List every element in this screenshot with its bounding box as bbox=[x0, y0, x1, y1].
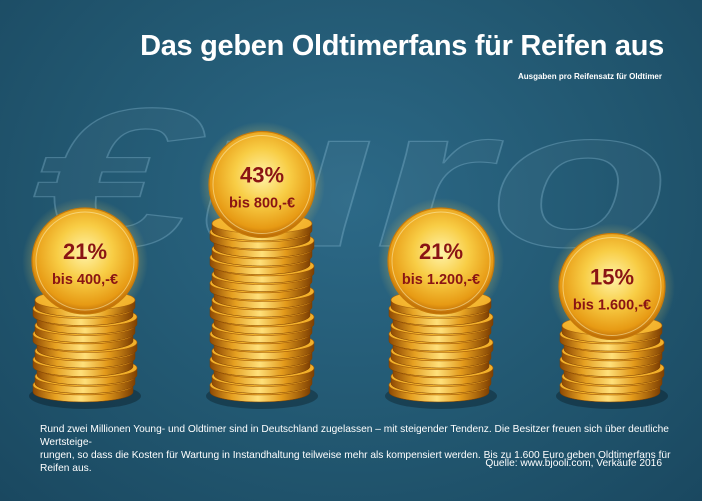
description-line-2: rungen, so dass die Kosten für Wartung i… bbox=[40, 450, 671, 474]
chart-subtitle: Ausgaben pro Reifensatz für Oldtimer bbox=[517, 72, 662, 81]
coin-value-label-2: 43% bbox=[240, 163, 284, 188]
coin-category-label-4: bis 1.600,-€ bbox=[573, 298, 651, 314]
coin-value-label-4: 15% bbox=[590, 265, 634, 290]
description-line-1: Rund zwei Millionen Young- und Oldtimer … bbox=[40, 424, 669, 448]
coin-category-label-3: bis 1.200,-€ bbox=[402, 272, 480, 288]
coin-stack-1: 21% bis 400,-€ bbox=[22, 198, 148, 409]
coin-value-label-1: 21% bbox=[63, 239, 107, 264]
source-note: Quelle: www.bjooli.com, Verkäufe 2016 bbox=[485, 458, 662, 469]
coin-category-label-2: bis 800,-€ bbox=[229, 196, 295, 212]
description-text: Rund zwei Millionen Young- und Oldtimer … bbox=[40, 423, 680, 475]
chart-title: Das geben Oldtimerfans für Reifen aus bbox=[140, 30, 664, 62]
coin-category-label-1: bis 400,-€ bbox=[52, 272, 118, 288]
coin-stack-2: 43% bis 800,-€ bbox=[199, 121, 325, 409]
coin-stack-3: 21% bis 1.200,-€ bbox=[378, 198, 504, 409]
coin-value-label-3: 21% bbox=[419, 239, 463, 264]
coin-stack-4: 15% bis 1.600,-€ bbox=[549, 223, 675, 409]
